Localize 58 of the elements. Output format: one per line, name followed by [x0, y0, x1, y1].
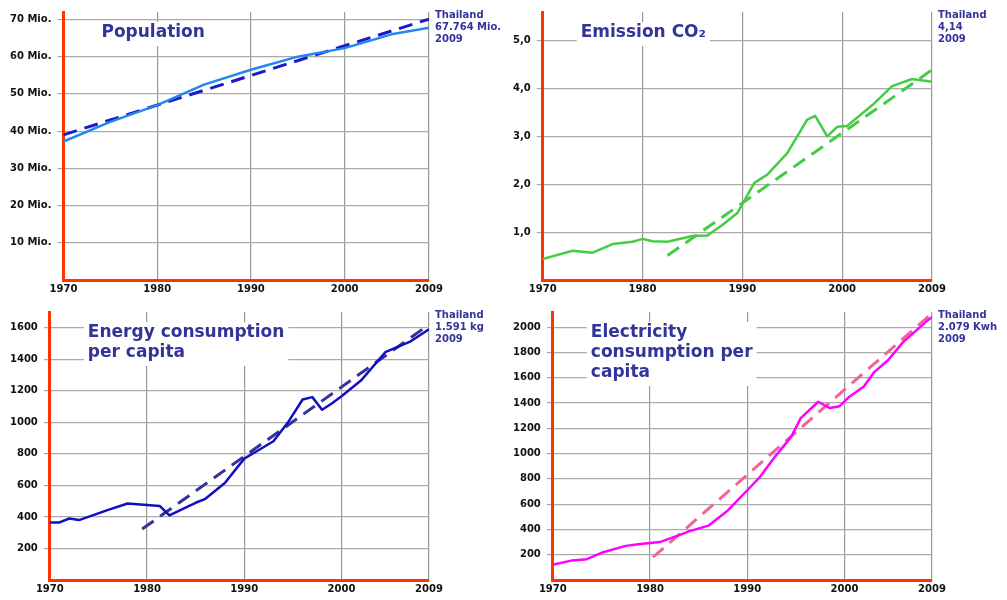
y-tick-label: 2000 — [512, 320, 541, 332]
x-tick-label: 2009 — [918, 582, 946, 594]
y-tick-label: 1000 — [9, 415, 38, 427]
y-tick-label: 800 — [16, 447, 38, 459]
y-tick-label: 70 Mio. — [9, 13, 52, 25]
x-tick-label: 2000 — [828, 282, 857, 294]
x-tick-label: 2000 — [327, 582, 356, 594]
text: Energy consumption per capita — [87, 320, 285, 361]
x-tick-label: 1980 — [143, 282, 172, 294]
x-tick-label: 2000 — [830, 582, 859, 594]
y-tick-label: 1400 — [512, 396, 541, 408]
y-tick-label: 2,0 — [513, 177, 531, 189]
y-tick-label: 600 — [519, 497, 541, 509]
x-tick-label: 2000 — [330, 282, 359, 294]
x-tick-label: 2009 — [918, 282, 946, 294]
x-tick-label: 1990 — [728, 282, 757, 294]
text: Thailand 4,14 2009 — [938, 8, 987, 44]
x-tick-label: 1970 — [49, 282, 78, 294]
x-tick-label: 1990 — [733, 582, 762, 594]
y-tick-label: 1600 — [9, 321, 38, 333]
y-tick-label: 3,0 — [513, 130, 531, 142]
text: Thailand 2.079 Kwh 2009 — [938, 308, 998, 344]
y-tick-label: 1200 — [9, 384, 38, 396]
x-tick-label: 1980 — [628, 282, 657, 294]
y-tick-label: 200 — [16, 542, 38, 554]
x-tick-label: 1980 — [636, 582, 665, 594]
x-tick-label: 1970 — [35, 582, 64, 594]
y-tick-label: 200 — [519, 548, 541, 560]
y-tick-label: 1200 — [512, 421, 541, 433]
x-tick-label: 1970 — [528, 282, 557, 294]
y-tick-label: 60 Mio. — [9, 50, 52, 62]
y-tick-label: 1,0 — [513, 225, 531, 237]
text: Electricity consumption per capita — [590, 320, 754, 381]
x-tick-label: 2009 — [415, 582, 443, 594]
x-tick-label: 1980 — [133, 582, 162, 594]
text: Emission CO₂ — [580, 20, 707, 41]
y-tick-label: 1600 — [512, 371, 541, 383]
y-tick-label: 800 — [519, 472, 541, 484]
text: Thailand 1.591 kg 2009 — [435, 308, 484, 344]
x-tick-label: 1990 — [230, 582, 259, 594]
y-tick-label: 400 — [519, 523, 541, 535]
y-tick-label: 1800 — [512, 346, 541, 358]
y-tick-label: 50 Mio. — [9, 87, 52, 99]
y-tick-label: 600 — [16, 479, 38, 491]
text: Thailand 67.764 Mio. 2009 — [435, 8, 502, 44]
text: Population — [101, 20, 205, 41]
y-tick-label: 400 — [16, 510, 38, 522]
y-tick-label: 10 Mio. — [9, 236, 52, 248]
y-tick-label: 1400 — [9, 352, 38, 364]
x-tick-label: 2009 — [415, 282, 443, 294]
y-tick-label: 1000 — [512, 447, 541, 459]
y-tick-label: 4,0 — [513, 82, 531, 94]
y-tick-label: 40 Mio. — [9, 124, 52, 136]
x-tick-label: 1970 — [538, 582, 567, 594]
y-tick-label: 30 Mio. — [9, 161, 52, 173]
x-tick-label: 1990 — [236, 282, 265, 294]
y-tick-label: 20 Mio. — [9, 199, 52, 211]
y-tick-label: 5,0 — [513, 34, 531, 46]
